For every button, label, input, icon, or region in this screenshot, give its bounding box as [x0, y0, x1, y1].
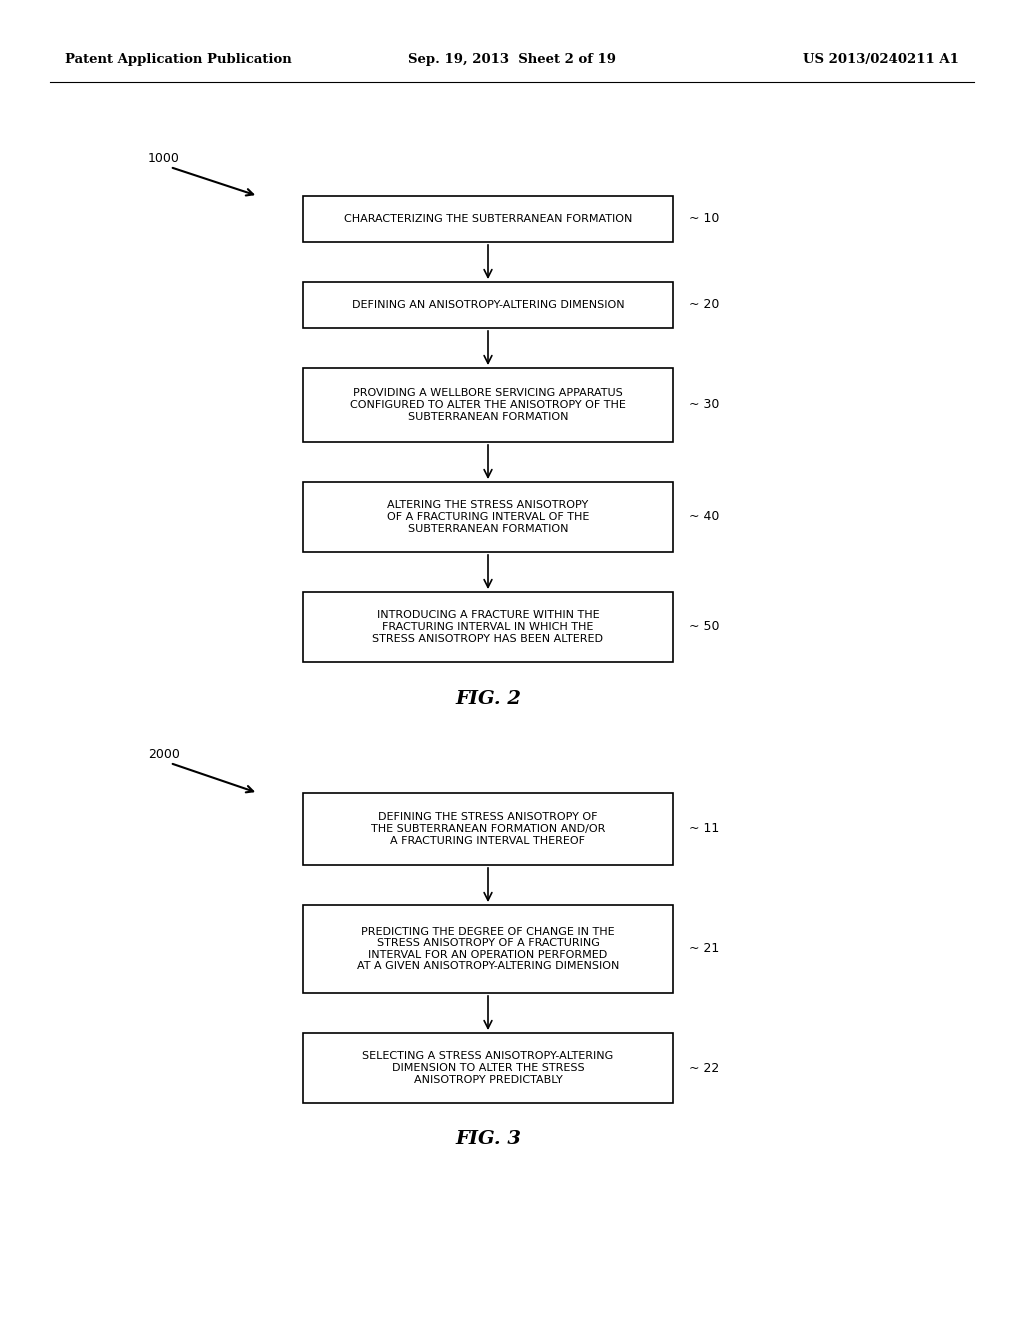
Text: ~ 50: ~ 50 [689, 620, 720, 634]
Bar [303, 195, 673, 242]
Text: DEFINING AN ANISOTROPY-ALTERING DIMENSION: DEFINING AN ANISOTROPY-ALTERING DIMENSIO… [351, 300, 625, 310]
Text: FIG. 3: FIG. 3 [455, 1130, 521, 1148]
Bar [303, 906, 673, 993]
Bar [303, 482, 673, 552]
Text: INTRODUCING A FRACTURE WITHIN THE
FRACTURING INTERVAL IN WHICH THE
STRESS ANISOT: INTRODUCING A FRACTURE WITHIN THE FRACTU… [373, 610, 603, 644]
Bar [303, 282, 673, 327]
Text: Sep. 19, 2013  Sheet 2 of 19: Sep. 19, 2013 Sheet 2 of 19 [408, 54, 616, 66]
Text: ALTERING THE STRESS ANISOTROPY
OF A FRACTURING INTERVAL OF THE
SUBTERRANEAN FORM: ALTERING THE STRESS ANISOTROPY OF A FRAC… [387, 500, 589, 533]
Text: ~ 11: ~ 11 [689, 822, 719, 836]
Text: ~ 10: ~ 10 [689, 213, 720, 226]
Text: ~ 21: ~ 21 [689, 942, 719, 956]
Text: ~ 20: ~ 20 [689, 298, 720, 312]
Text: 1000: 1000 [148, 152, 180, 165]
Bar [303, 368, 673, 442]
Text: Patent Application Publication: Patent Application Publication [65, 54, 292, 66]
Text: ~ 30: ~ 30 [689, 399, 720, 412]
Text: ~ 40: ~ 40 [689, 511, 720, 524]
Text: 2000: 2000 [148, 748, 180, 762]
Bar [303, 793, 673, 865]
Text: PROVIDING A WELLBORE SERVICING APPARATUS
CONFIGURED TO ALTER THE ANISOTROPY OF T: PROVIDING A WELLBORE SERVICING APPARATUS… [350, 388, 626, 421]
Bar [303, 1034, 673, 1104]
Text: CHARACTERIZING THE SUBTERRANEAN FORMATION: CHARACTERIZING THE SUBTERRANEAN FORMATIO… [344, 214, 632, 224]
Text: FIG. 2: FIG. 2 [455, 690, 521, 708]
Bar [303, 591, 673, 663]
Text: SELECTING A STRESS ANISOTROPY-ALTERING
DIMENSION TO ALTER THE STRESS
ANISOTROPY : SELECTING A STRESS ANISOTROPY-ALTERING D… [362, 1052, 613, 1085]
Text: ~ 22: ~ 22 [689, 1061, 719, 1074]
Text: US 2013/0240211 A1: US 2013/0240211 A1 [803, 54, 959, 66]
Text: DEFINING THE STRESS ANISOTROPY OF
THE SUBTERRANEAN FORMATION AND/OR
A FRACTURING: DEFINING THE STRESS ANISOTROPY OF THE SU… [371, 812, 605, 846]
Text: PREDICTING THE DEGREE OF CHANGE IN THE
STRESS ANISOTROPY OF A FRACTURING
INTERVA: PREDICTING THE DEGREE OF CHANGE IN THE S… [356, 927, 620, 972]
